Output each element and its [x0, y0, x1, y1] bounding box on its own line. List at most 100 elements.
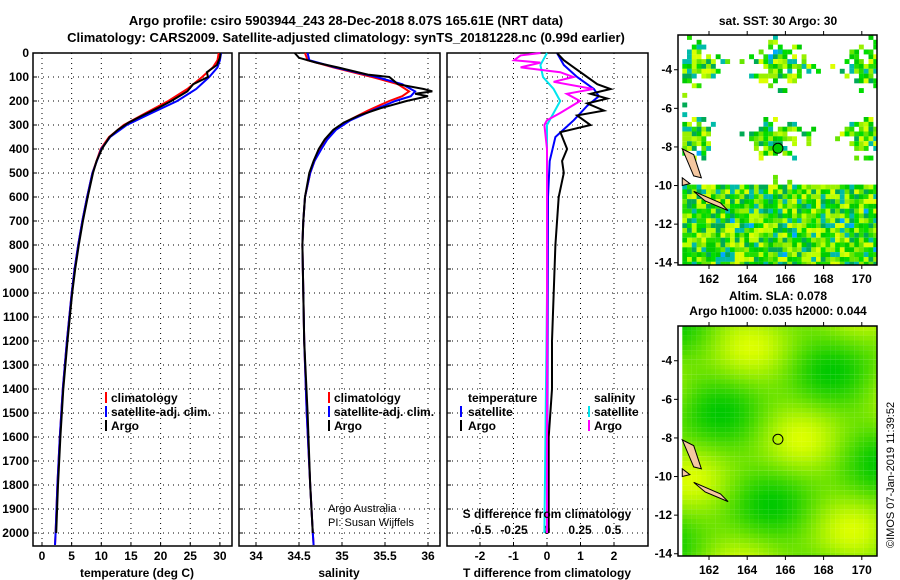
map-cell [715, 451, 721, 457]
map-cell [739, 417, 745, 423]
map-cell [682, 552, 688, 556]
map-cell [830, 514, 836, 520]
map-cell [720, 533, 726, 539]
map-cell [691, 548, 697, 553]
map-cell [811, 208, 817, 214]
map-cell [720, 465, 726, 471]
map-cell [849, 49, 855, 55]
map-cell [706, 446, 711, 452]
map-cell [839, 326, 845, 331]
map-cell [782, 490, 788, 495]
map-cell [744, 213, 750, 219]
map-cell [758, 412, 764, 418]
map-cell [787, 514, 793, 520]
map-cell [868, 437, 874, 442]
map-cell [715, 427, 721, 433]
map-cell [749, 480, 754, 486]
map-cell [863, 218, 869, 224]
map-cell [710, 499, 716, 505]
map-cell [873, 509, 877, 515]
map-cell [725, 59, 731, 64]
map-cell [768, 184, 774, 190]
map-cell [863, 379, 869, 384]
map-cell [730, 422, 735, 428]
map-cell [725, 350, 731, 355]
map-cell [763, 213, 769, 219]
map-cell [763, 64, 769, 69]
map-cell [796, 73, 802, 79]
map-cell [768, 558, 773, 563]
map-cell [820, 393, 826, 399]
map-cell [749, 228, 754, 233]
map-cell [782, 54, 788, 60]
map-cell [753, 465, 759, 471]
map-cell [763, 369, 769, 375]
map-cell [725, 369, 731, 375]
map-cell [691, 504, 697, 510]
map-cell [849, 54, 855, 60]
map-cell [701, 335, 707, 341]
map-cell [854, 213, 860, 219]
map-cell [844, 232, 850, 238]
map-cell [734, 422, 740, 428]
map-cell [839, 437, 845, 442]
map-cell [739, 552, 745, 556]
map-cell [753, 398, 759, 404]
map-cell [682, 485, 688, 491]
map-cell [868, 199, 874, 204]
map-cell [768, 504, 774, 510]
map-cell [802, 558, 807, 563]
map-cell [744, 189, 750, 195]
map-cell [777, 359, 783, 365]
map-cell [720, 480, 726, 486]
map-cell [792, 412, 797, 418]
map-cell [701, 364, 707, 370]
map-cell [811, 417, 817, 423]
map-cell [730, 228, 735, 233]
map-cell [835, 199, 840, 204]
map-cell [830, 548, 836, 553]
map-cell [758, 398, 764, 404]
map-cell [773, 174, 778, 180]
map-cell [758, 388, 764, 394]
map-cell [715, 403, 721, 409]
map-cell [782, 437, 788, 442]
map-cell [768, 470, 774, 476]
map-cell [706, 475, 711, 481]
map-cell [835, 194, 840, 200]
map-cell [701, 359, 707, 365]
map-cell [740, 267, 745, 272]
map-cell [811, 345, 817, 351]
map-cell [739, 514, 745, 520]
map-cell [787, 252, 793, 257]
map-cell [763, 359, 769, 365]
map-cell [811, 267, 816, 272]
map-cell [768, 208, 774, 214]
map-cell [835, 247, 840, 253]
map-cell [691, 514, 697, 520]
map-cell [753, 326, 759, 331]
map-cell [792, 538, 797, 544]
map-cell [868, 261, 874, 265]
map-cell [844, 446, 850, 452]
map-cell [863, 359, 869, 365]
map-cell [835, 446, 840, 452]
plot-frame [446, 52, 649, 547]
map-cell [792, 340, 797, 346]
map-cell [682, 78, 688, 84]
map-cell [773, 509, 778, 515]
map-cell [730, 203, 735, 209]
map-cell [734, 485, 740, 491]
map-cell [792, 247, 797, 253]
map-cell [701, 44, 707, 50]
map-cell [858, 73, 864, 79]
map-cell [768, 403, 774, 409]
map-cell [849, 523, 855, 529]
map-cell [720, 359, 726, 365]
map-cell [844, 379, 850, 384]
map-cell [744, 359, 750, 365]
map-cell [854, 494, 860, 500]
map-cell [839, 189, 845, 195]
map-cell [773, 359, 778, 365]
map-cell [782, 461, 788, 466]
